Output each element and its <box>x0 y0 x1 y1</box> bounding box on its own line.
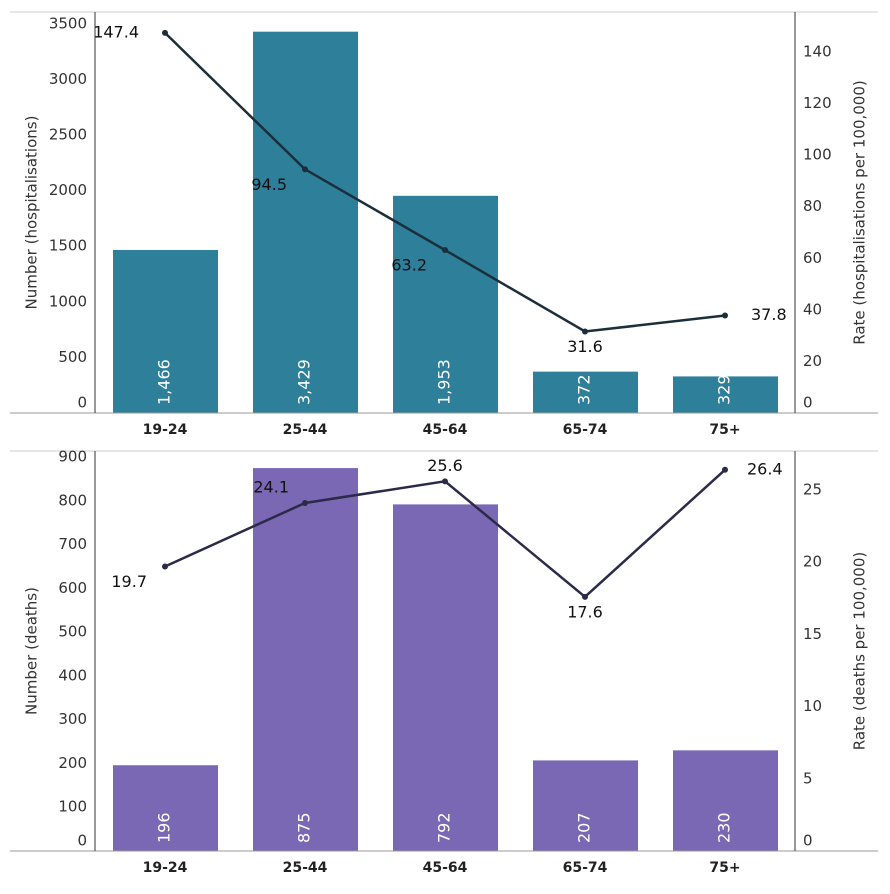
x-tick-label: 65-74 <box>563 860 608 876</box>
line-point <box>582 328 588 335</box>
bar-value-label: 372 <box>575 374 594 405</box>
x-tick-label: 65-74 <box>563 422 608 438</box>
y-tick-label: 700 <box>58 535 87 553</box>
bar-value-label: 1,953 <box>435 359 454 405</box>
bar-value-label: 230 <box>715 812 734 843</box>
bar-value-label: 3,429 <box>295 359 314 405</box>
y-axis-title: Number (hospitalisations) <box>23 116 41 310</box>
y-axis-title: Number (deaths) <box>23 587 41 715</box>
bar-value-label: 1,466 <box>155 359 174 405</box>
y-tick-label: 500 <box>58 623 87 641</box>
x-tick-label: 19-24 <box>143 860 188 876</box>
y-tick-label: 3000 <box>49 70 87 88</box>
y-tick-label: 0 <box>77 832 87 850</box>
y2-axis-title: Rate (hospitalisations per 100,000) <box>851 80 869 345</box>
y-tick-label: 500 <box>58 348 87 366</box>
y-tick-label: 800 <box>58 491 87 509</box>
line-point <box>162 29 168 36</box>
y-tick-label: 0 <box>77 394 87 412</box>
line-point <box>442 478 448 485</box>
line-point <box>722 312 728 319</box>
y-tick-label: 3500 <box>49 14 87 32</box>
y-tick-label: 400 <box>58 666 87 684</box>
line-point <box>582 593 588 600</box>
bar <box>253 468 358 851</box>
x-tick-label: 45-64 <box>423 422 468 438</box>
bar <box>673 376 778 413</box>
y2-tick-label: 10 <box>803 697 822 715</box>
x-tick-label: 45-64 <box>423 860 468 876</box>
y2-tick-label: 40 <box>803 300 822 318</box>
x-tick-label: 19-24 <box>143 422 188 438</box>
bar <box>533 371 638 413</box>
y-tick-label: 100 <box>58 798 87 816</box>
y-tick-label: 600 <box>58 579 87 597</box>
line-value-label: 17.6 <box>567 602 603 621</box>
bar-value-label: 196 <box>155 812 174 843</box>
bar <box>113 249 218 413</box>
y-tick-label: 2000 <box>49 181 87 199</box>
bar <box>533 760 638 851</box>
y-tick-label: 2500 <box>49 125 87 143</box>
x-tick-label: 75+ <box>709 860 740 876</box>
line-point <box>442 247 448 254</box>
y-tick-label: 900 <box>58 448 87 466</box>
bar-value-label: 792 <box>435 812 454 843</box>
y2-tick-label: 140 <box>803 42 832 60</box>
bar-value-label: 329 <box>715 374 734 405</box>
line-value-label: 37.8 <box>751 305 787 324</box>
y2-tick-label: 0 <box>803 394 813 412</box>
line-value-label: 26.4 <box>747 459 783 478</box>
line-value-label: 25.6 <box>427 456 463 475</box>
y2-tick-label: 15 <box>803 625 822 643</box>
y-tick-label: 1000 <box>49 292 87 310</box>
y2-tick-label: 80 <box>803 197 822 215</box>
y-tick-label: 300 <box>58 710 87 728</box>
bar <box>393 195 498 413</box>
line-value-label: 31.6 <box>567 337 603 356</box>
bar-value-label: 207 <box>575 812 594 843</box>
bar <box>113 765 218 851</box>
line-value-label: 19.7 <box>111 572 147 591</box>
line-value-label: 63.2 <box>391 256 427 275</box>
y2-tick-label: 60 <box>803 249 822 267</box>
y-tick-label: 1500 <box>49 237 87 255</box>
x-tick-label: 75+ <box>709 422 740 438</box>
y2-tick-label: 20 <box>803 352 822 370</box>
line-point <box>722 466 728 473</box>
line-point <box>162 563 168 570</box>
y2-tick-label: 5 <box>803 769 813 787</box>
bar <box>673 750 778 851</box>
x-tick-label: 25-44 <box>283 422 328 438</box>
line-point <box>302 499 308 506</box>
line-point <box>302 166 308 173</box>
y2-tick-label: 20 <box>803 553 822 571</box>
y2-tick-label: 100 <box>803 146 832 164</box>
bar <box>393 504 498 851</box>
line-value-label: 147.4 <box>93 22 139 41</box>
bar-value-label: 875 <box>295 812 314 843</box>
y2-tick-label: 25 <box>803 480 822 498</box>
y2-axis-title: Rate (deaths per 100,000) <box>851 552 869 751</box>
y2-tick-label: 120 <box>803 94 832 112</box>
y2-tick-label: 0 <box>803 832 813 850</box>
x-tick-label: 25-44 <box>283 860 328 876</box>
y-tick-label: 200 <box>58 754 87 772</box>
bar <box>253 31 358 414</box>
line-value-label: 94.5 <box>251 175 287 194</box>
line-value-label: 24.1 <box>253 477 289 496</box>
